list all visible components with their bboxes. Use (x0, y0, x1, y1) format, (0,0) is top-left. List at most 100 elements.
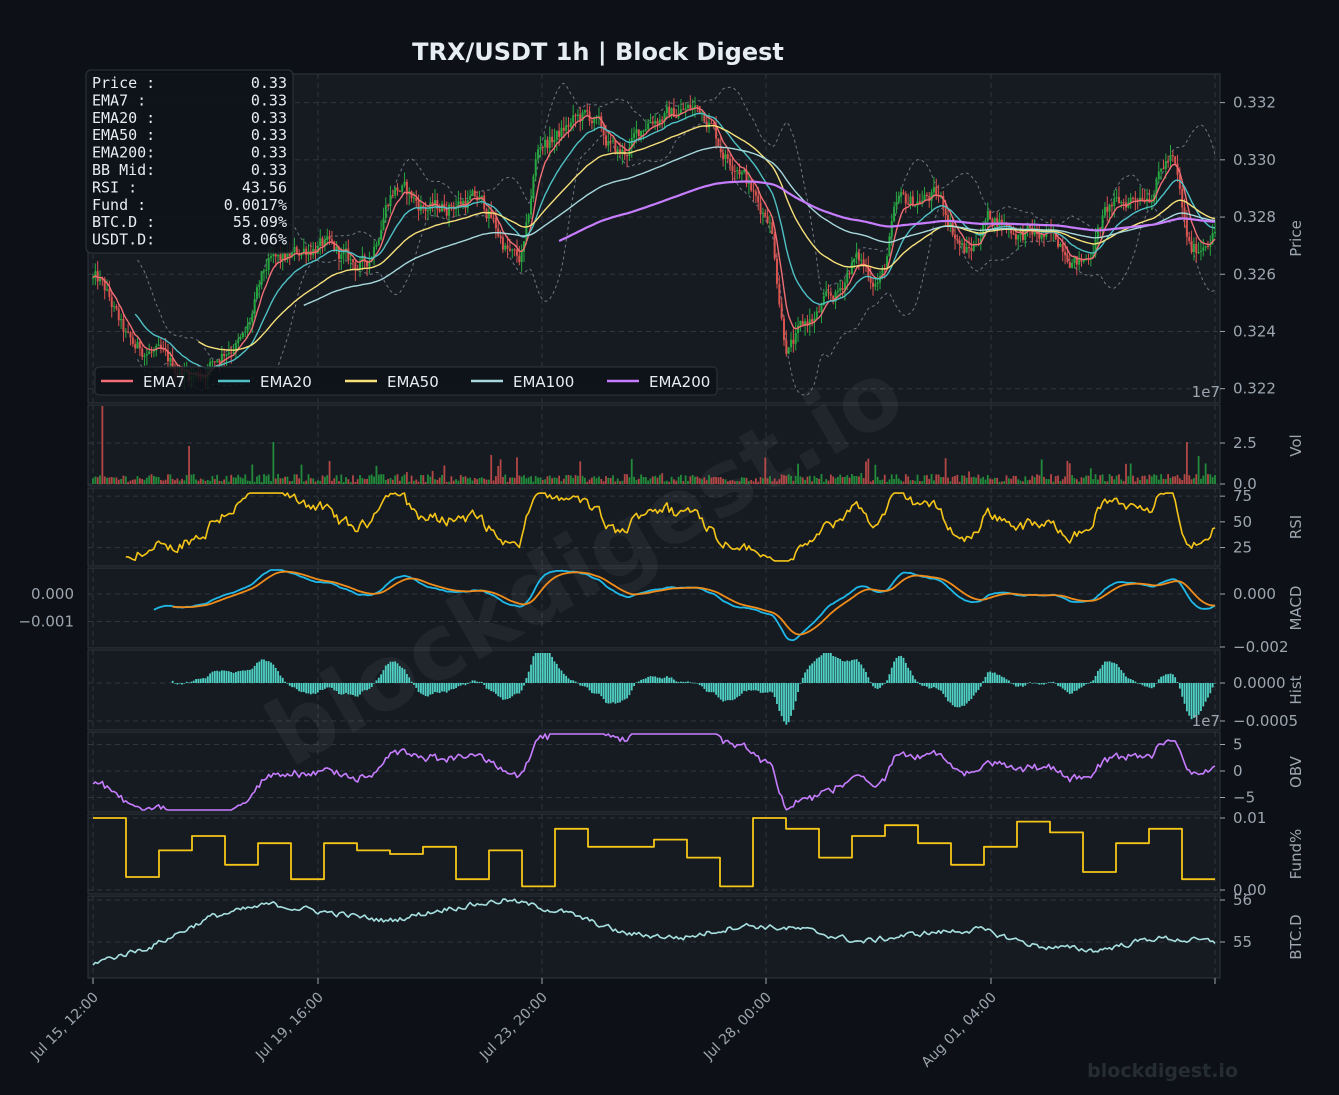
volume-bar (225, 475, 228, 484)
funding-line (93, 817, 1215, 888)
candle-body (450, 204, 453, 207)
volume-bar (628, 477, 631, 484)
hist-bar (1080, 683, 1083, 688)
hist-bar (321, 683, 324, 690)
candle-body (806, 321, 809, 326)
hist-bar (851, 660, 853, 683)
hist-bar (256, 662, 258, 683)
volume-bar (431, 470, 434, 484)
volume-bar (537, 477, 539, 484)
candle-body (609, 141, 612, 143)
hist-bar (904, 662, 907, 683)
candle-body (445, 210, 448, 216)
info-label: EMA200: (92, 144, 155, 162)
volume-bar (933, 480, 935, 484)
candle-body (363, 255, 366, 261)
volume-bar (523, 475, 525, 484)
volume-bar (370, 474, 373, 484)
hist-bar (192, 680, 195, 683)
volume-bar (1043, 476, 1045, 484)
volume-bar (865, 461, 867, 484)
hist-bar (544, 653, 546, 683)
hist-bar (923, 683, 926, 686)
candle-body (1209, 243, 1212, 247)
hist-bar (874, 683, 877, 689)
candle-body (274, 254, 277, 257)
volume-bar (637, 478, 640, 484)
volume-bar (647, 480, 650, 484)
candle-body (1106, 207, 1109, 212)
hist-bar (483, 683, 486, 685)
candle-body (982, 225, 985, 239)
volume-bar (1106, 481, 1109, 484)
volume-bar (1007, 478, 1010, 484)
volume-bar (778, 479, 781, 484)
volume-bar (1057, 475, 1059, 484)
candle-body (656, 120, 659, 125)
candle-body (368, 261, 371, 267)
candle-body (1181, 188, 1184, 208)
volume-bar (368, 475, 371, 484)
volume-bar (138, 478, 141, 484)
candle-body (654, 120, 657, 124)
hist-bar (778, 683, 781, 711)
volume-bar (555, 478, 558, 484)
volume-bar (384, 479, 387, 484)
hist-bar (309, 683, 312, 695)
y-axis-label-macd: MACD (1287, 586, 1305, 631)
candle-body (340, 254, 343, 259)
volume-bar (1209, 474, 1212, 484)
volume-bar (220, 481, 223, 484)
volume-bar (1125, 463, 1127, 484)
candle-body (380, 230, 383, 240)
hist-bar (345, 683, 347, 693)
candle-body (888, 236, 891, 257)
hist-bar (1202, 683, 1205, 707)
volume-bar (621, 480, 624, 484)
hist-bar (209, 673, 212, 683)
candle-body (366, 260, 369, 267)
candle-body (1078, 258, 1081, 265)
hist-bar (600, 683, 603, 697)
candle-body (305, 248, 308, 256)
candle-body (122, 318, 125, 332)
candle-body (110, 296, 113, 308)
volume-bar (979, 478, 982, 484)
hist-bar (654, 676, 657, 683)
hist-bar (1118, 667, 1120, 683)
volume-bar (1146, 479, 1148, 484)
volume-bar (127, 481, 130, 484)
hist-bar (970, 683, 973, 700)
volume-bar (546, 476, 549, 484)
hist-bar (881, 683, 884, 686)
candle-body (323, 240, 326, 246)
hist-bar (928, 683, 931, 689)
hist-bar (1085, 683, 1088, 685)
hist-bar (455, 683, 457, 689)
hist-bar (569, 680, 572, 683)
candle-body (1157, 171, 1160, 179)
candle-body (881, 268, 884, 276)
candle-body (623, 149, 626, 155)
candle-body (473, 190, 476, 197)
volume-bar (309, 478, 312, 484)
hist-bar (242, 670, 244, 683)
hist-bar (1017, 683, 1020, 687)
hist-bar (305, 683, 308, 694)
hist-bar (513, 683, 516, 695)
volume-bar (312, 478, 315, 484)
candle-body (272, 254, 275, 257)
candle-body (471, 190, 474, 197)
candle-body (333, 241, 336, 251)
hist-bar (694, 682, 696, 684)
volume-bar (530, 476, 532, 484)
hist-bar (181, 683, 183, 685)
y-tick-label-hist1: −0.0005 (1233, 712, 1298, 730)
candle-body (492, 217, 495, 219)
candle-body (548, 136, 551, 148)
hist-bar (935, 683, 938, 689)
volume-bar (307, 474, 310, 484)
volume-bar (1073, 478, 1076, 484)
hist-bar (609, 683, 612, 704)
hist-bar (530, 664, 532, 683)
